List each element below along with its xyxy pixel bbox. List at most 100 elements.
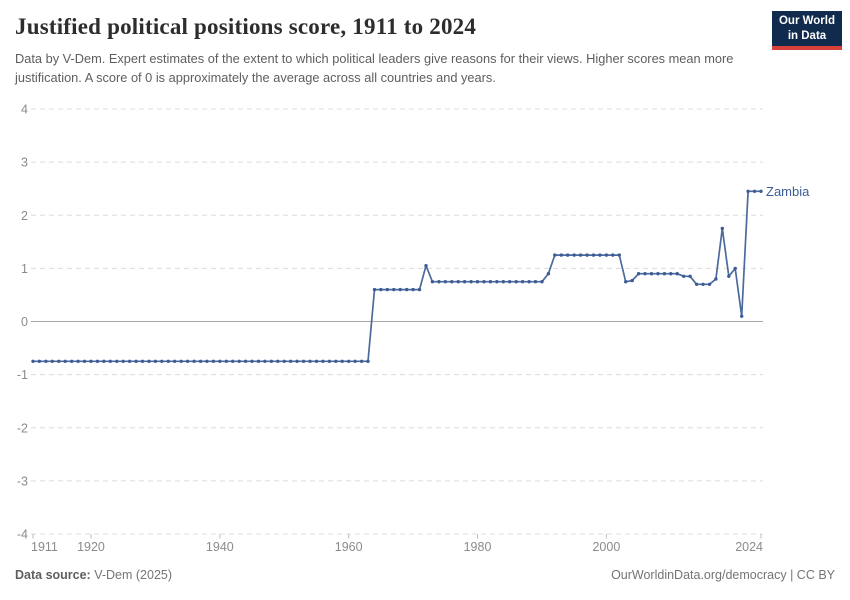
data-point	[740, 314, 744, 318]
data-source-label: Data source:	[15, 568, 91, 582]
data-point	[585, 253, 589, 257]
data-point	[649, 272, 654, 276]
data-point	[205, 359, 209, 363]
chart-subtitle: Data by V-Dem. Expert estimates of the e…	[15, 51, 734, 86]
data-point	[340, 359, 344, 363]
data-point	[630, 278, 634, 283]
data-point	[656, 272, 660, 276]
x-axis-tick-label: 2024	[735, 540, 763, 554]
data-point	[456, 280, 460, 284]
chart-footer: Data source: V-Dem (2025) OurWorldinData…	[15, 568, 835, 582]
data-point	[392, 287, 396, 292]
data-point	[430, 280, 435, 284]
data-point	[321, 359, 325, 363]
x-axis-tick-label: 1920	[77, 540, 105, 554]
data-point	[682, 274, 686, 278]
data-point	[424, 264, 428, 268]
data-point	[707, 282, 712, 286]
data-source: Data source: V-Dem (2025)	[15, 568, 172, 582]
series-label[interactable]: Zambia	[766, 184, 810, 199]
x-axis-tick-label: 1940	[206, 540, 234, 554]
data-point	[50, 359, 54, 363]
data-point	[591, 253, 596, 257]
data-point	[57, 359, 61, 363]
y-axis-tick-label: -4	[17, 528, 28, 542]
data-point	[746, 189, 750, 193]
data-point	[31, 359, 35, 363]
data-point	[701, 282, 705, 286]
owid-logo[interactable]: Our World in Data	[772, 11, 842, 50]
data-point	[546, 272, 551, 276]
data-point	[82, 359, 87, 363]
x-axis-tick-label: 1960	[335, 540, 363, 554]
y-axis-tick-label: 2	[21, 209, 28, 223]
x-axis-tick-label: 1980	[464, 540, 492, 554]
data-point	[237, 359, 241, 363]
data-point	[276, 359, 280, 363]
data-point	[475, 280, 480, 284]
data-point	[243, 359, 248, 363]
data-point	[198, 359, 203, 363]
y-axis-tick-label: 1	[21, 262, 28, 276]
x-axis-tick-label: 2000	[592, 540, 620, 554]
data-point	[727, 274, 731, 278]
data-point	[501, 280, 505, 284]
data-point	[160, 359, 164, 363]
data-point	[295, 359, 299, 363]
series-line[interactable]	[33, 190, 761, 363]
data-point	[495, 280, 499, 284]
data-point	[372, 287, 377, 292]
data-point	[411, 287, 415, 292]
data-point	[604, 253, 609, 257]
credit-line[interactable]: OurWorldinData.org/democracy | CC BY	[611, 568, 835, 582]
data-point	[282, 359, 286, 363]
data-point	[405, 287, 409, 292]
data-point	[314, 359, 319, 363]
data-point	[443, 280, 447, 284]
data-point	[76, 359, 80, 363]
data-point	[63, 359, 67, 363]
data-point	[733, 266, 737, 271]
data-point	[115, 359, 119, 363]
data-point	[398, 287, 402, 292]
y-axis-tick-label: 3	[21, 156, 28, 170]
data-point	[617, 253, 621, 257]
data-point	[598, 253, 602, 257]
data-point	[250, 359, 254, 363]
chart-header: Justified political positions score, 191…	[15, 14, 755, 87]
data-point	[37, 359, 42, 363]
data-point	[359, 359, 364, 363]
data-point	[211, 359, 216, 363]
data-point	[269, 359, 274, 363]
data-point	[218, 359, 222, 363]
data-point	[173, 359, 177, 363]
data-point	[385, 287, 389, 292]
data-point	[714, 277, 718, 281]
data-point	[379, 287, 383, 292]
data-point	[127, 359, 132, 363]
data-point	[520, 280, 525, 284]
data-point	[95, 359, 100, 363]
data-point	[450, 280, 454, 284]
data-point	[469, 280, 473, 284]
data-point	[669, 272, 673, 276]
data-point	[70, 359, 74, 363]
data-point	[611, 253, 615, 257]
data-point	[488, 280, 493, 284]
data-point	[263, 359, 267, 363]
data-point	[89, 359, 93, 363]
data-point	[462, 280, 467, 284]
data-point	[256, 359, 261, 363]
data-point	[327, 359, 332, 363]
y-axis-tick-label: 0	[21, 315, 28, 329]
data-point	[366, 359, 370, 363]
data-point	[675, 272, 679, 276]
data-point	[192, 359, 196, 363]
data-point	[102, 359, 106, 363]
y-axis-tick-label: -2	[17, 421, 28, 435]
data-point	[759, 189, 763, 193]
data-point	[44, 359, 48, 363]
x-axis-tick-label: 1911	[31, 540, 58, 554]
